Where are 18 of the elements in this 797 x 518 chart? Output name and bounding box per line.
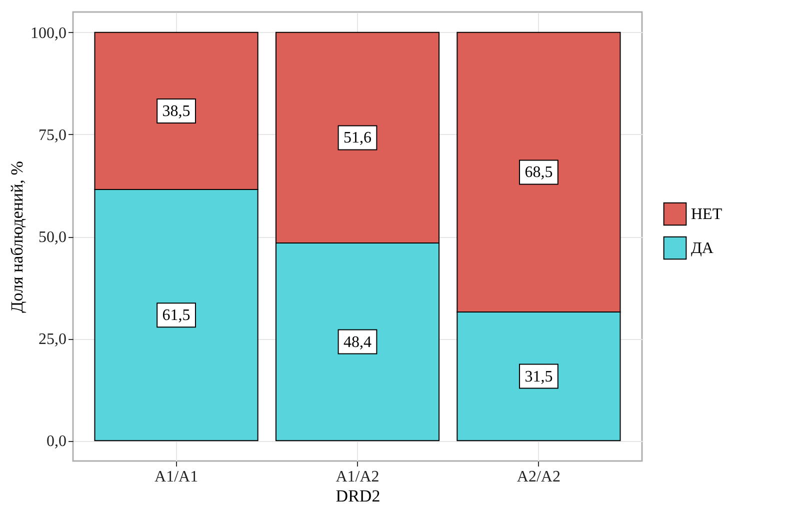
- x-tick-label: A1/A2: [336, 468, 380, 486]
- data-label: 48,4: [344, 334, 372, 351]
- y-tick-label: 75,0: [38, 126, 66, 144]
- x-tick-label: A1/A1: [154, 468, 198, 486]
- legend-label: НЕТ: [691, 206, 722, 223]
- data-label: 38,5: [162, 102, 190, 120]
- y-tick-label: 100,0: [30, 24, 66, 42]
- y-tick-label: 0,0: [46, 433, 66, 450]
- legend-label: ДА: [691, 240, 714, 257]
- y-tick-label: 50,0: [38, 229, 66, 246]
- y-axis-title: Доля наблюдений, %: [8, 161, 26, 313]
- data-label: 61,5: [162, 307, 190, 324]
- data-label: 31,5: [524, 368, 553, 386]
- data-label: 68,5: [524, 164, 553, 182]
- y-tick-label: 25,0: [38, 331, 66, 348]
- x-axis-title: DRD2: [336, 486, 380, 506]
- data-label: 51,6: [344, 130, 372, 147]
- x-tick-label: A2/A2: [516, 468, 560, 486]
